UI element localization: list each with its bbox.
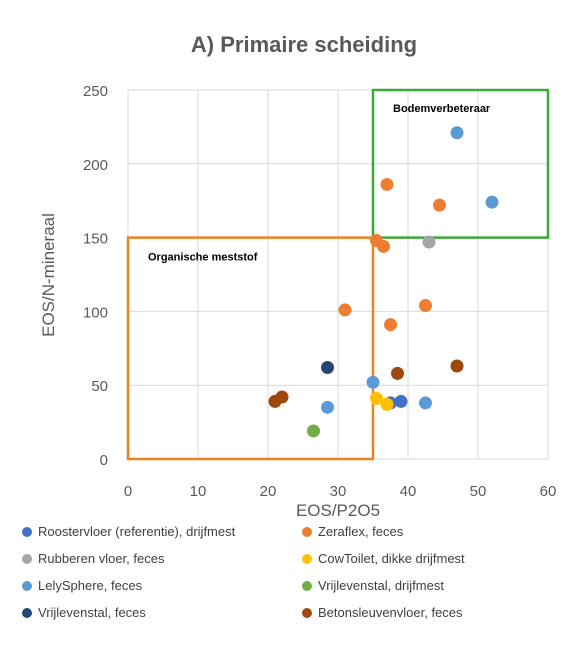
- region-box: [126, 236, 375, 461]
- legend-item: Vrijlevenstal, feces: [22, 605, 146, 620]
- legend-item: Zeraflex, feces: [302, 524, 403, 539]
- y-tick-label: 150: [83, 231, 108, 248]
- y-tick-label: 0: [100, 452, 108, 469]
- x-tick-label: 10: [190, 483, 207, 500]
- data-point: [485, 195, 499, 209]
- data-point: [377, 239, 390, 253]
- data-point: [450, 126, 464, 140]
- legend-label: LelySphere, feces: [38, 578, 143, 593]
- legend-marker: [22, 526, 32, 537]
- x-tick-label: 20: [260, 483, 277, 500]
- y-tick-label: 250: [83, 83, 108, 100]
- legend-item: Rubberen vloer, feces: [22, 551, 164, 566]
- legend-item: CowToilet, dikke drijfmest: [302, 551, 465, 566]
- region-label: Organische meststof: [148, 252, 258, 264]
- x-tick-label: 0: [124, 483, 132, 500]
- legend-label: CowToilet, dikke drijfmest: [318, 551, 465, 566]
- data-point: [450, 359, 464, 373]
- legend-marker: [302, 607, 312, 618]
- legend-marker: [22, 607, 32, 618]
- region-label: Bodemverbeteraar: [393, 103, 491, 115]
- y-tick-label: 200: [83, 157, 108, 174]
- chart-title: A) Primaire scheiding: [191, 32, 417, 57]
- data-point: [391, 366, 404, 380]
- legend-item: Vrijlevenstal, drijfmest: [302, 578, 444, 593]
- data-point: [419, 298, 432, 312]
- legend-label: Betonsleuvenvloer, feces: [318, 605, 463, 620]
- data-point: [380, 177, 394, 191]
- data-point: [394, 394, 408, 408]
- legend-marker: [22, 580, 32, 591]
- data-point: [366, 375, 380, 389]
- data-point: [370, 391, 383, 405]
- legend-marker: [302, 580, 312, 591]
- y-tick-label: 100: [83, 304, 108, 321]
- data-point: [380, 397, 394, 411]
- data-point: [419, 396, 432, 410]
- data-point: [275, 390, 289, 404]
- axis-ticks: 0 10 20 30 40 50 60 0 50 100 150 200 250: [83, 83, 556, 500]
- y-axis-label: EOS/N-mineraal: [39, 213, 58, 337]
- legend-marker: [302, 526, 312, 537]
- data-point: [433, 198, 446, 212]
- x-axis-label: EOS/P2O5: [296, 501, 380, 520]
- x-tick-label: 60: [540, 483, 557, 500]
- legend-item: Betonsleuvenvloer, feces: [302, 605, 463, 620]
- legend-label: Zeraflex, feces: [318, 524, 404, 539]
- legend-item: Roostervloer (referentie), drijfmest: [22, 524, 235, 539]
- x-tick-label: 40: [400, 483, 417, 500]
- data-point: [321, 360, 334, 374]
- y-tick-label: 50: [91, 378, 108, 395]
- x-tick-label: 30: [330, 483, 347, 500]
- legend-item: LelySphere, feces: [22, 578, 142, 593]
- data-point: [307, 424, 320, 438]
- data-point: [338, 303, 352, 317]
- data-points: [268, 126, 499, 438]
- region-box: [371, 88, 550, 239]
- x-tick-label: 50: [470, 483, 487, 500]
- region-boxes: Bodemverbeteraar Organische meststof: [126, 88, 550, 461]
- legend-label: Vrijlevenstal, feces: [38, 605, 146, 620]
- data-point: [321, 400, 334, 414]
- legend-marker: [22, 553, 32, 564]
- legend-marker: [302, 553, 312, 564]
- data-point: [422, 235, 436, 249]
- gridlines: [127, 89, 549, 460]
- legend-label: Vrijlevenstal, drijfmest: [318, 578, 444, 593]
- data-point: [384, 318, 397, 332]
- legend-label: Rubberen vloer, feces: [38, 551, 165, 566]
- legend-label: Roostervloer (referentie), drijfmest: [38, 524, 236, 539]
